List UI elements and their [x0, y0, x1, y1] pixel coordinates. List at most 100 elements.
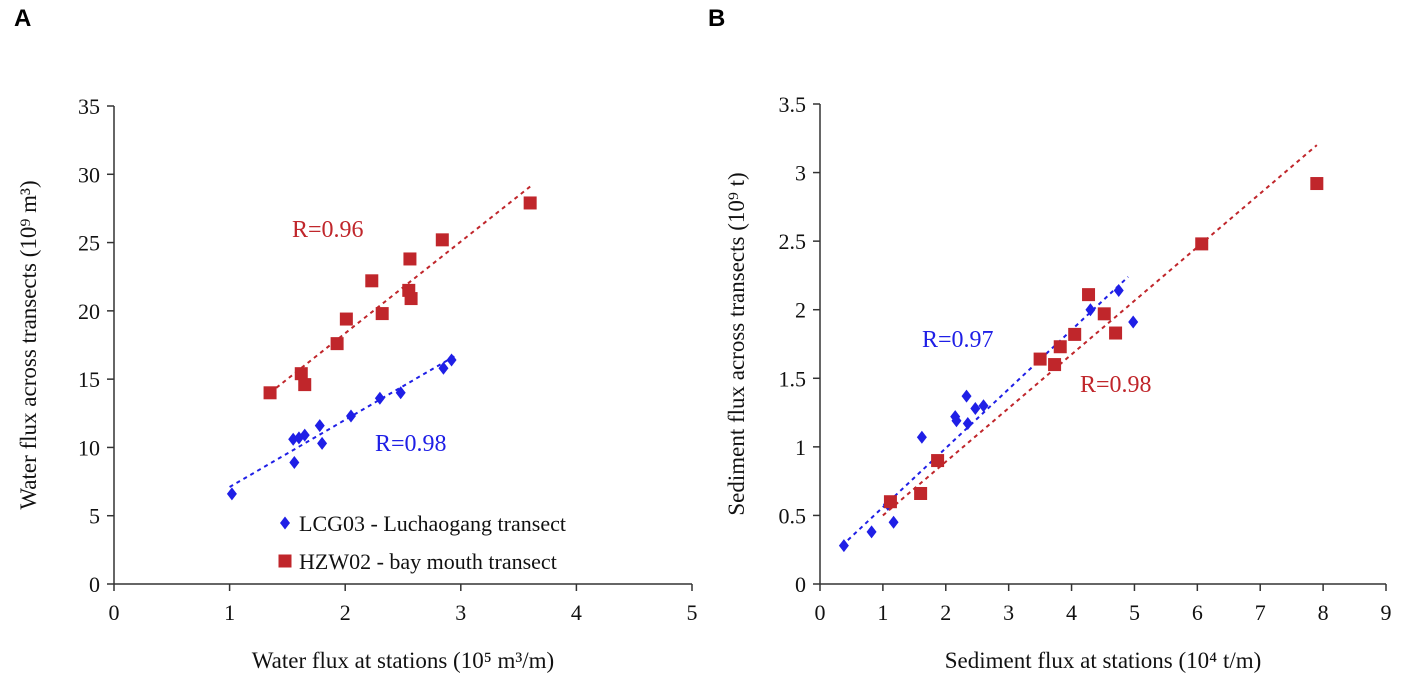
x-tick-label: 1: [224, 600, 235, 625]
data-point: [365, 274, 379, 288]
r-value-label: R=0.97: [922, 327, 994, 353]
data-point: [962, 417, 973, 431]
y-tick-label: 0: [795, 572, 806, 597]
x-tick-label: 7: [1255, 600, 1266, 625]
x-axis-label: Sediment flux at stations (10⁴ t/m): [945, 648, 1262, 673]
legend-marker-square: [278, 554, 292, 568]
trend-line: [882, 144, 1318, 517]
r-value-label: R=0.96: [292, 217, 364, 243]
data-point: [1097, 307, 1111, 321]
data-point: [263, 386, 277, 400]
data-point: [888, 515, 899, 529]
data-point: [1195, 237, 1209, 251]
data-point: [1109, 326, 1123, 340]
x-axis-label: Water flux at stations (10⁵ m³/m): [252, 648, 554, 673]
series-square: [263, 185, 537, 400]
data-point: [395, 386, 406, 400]
data-point: [435, 233, 449, 247]
data-point: [951, 414, 962, 428]
x-tick-label: 3: [455, 600, 466, 625]
x-tick-label: 9: [1381, 600, 1392, 625]
y-tick-label: 5: [89, 504, 100, 529]
data-point: [314, 419, 325, 433]
data-point: [375, 307, 389, 321]
y-tick-label: 0.5: [779, 503, 807, 528]
data-point: [961, 389, 972, 403]
panel-a: A 0 1 2 3 4 5 0 5 10 15 20 25 30 35 Water flux at stat…: [14, 5, 698, 673]
data-point: [374, 391, 385, 405]
y-tick-label: 25: [78, 231, 100, 256]
data-point: [883, 495, 897, 509]
y-axis-label: Water flux across transects (10⁹ m³): [16, 180, 41, 509]
panel-label: B: [708, 5, 725, 32]
data-point: [317, 436, 328, 450]
data-point: [1310, 177, 1324, 191]
data-point: [298, 378, 312, 392]
y-axis-label: Sediment flux across transects (10⁹ t): [724, 172, 749, 515]
data-point: [866, 525, 877, 539]
legend-marker-diamond: [280, 516, 290, 530]
legend-label: LCG03 - Luchaogang transect: [299, 511, 566, 536]
x-tick-label: 0: [109, 600, 120, 625]
y-tick-label: 30: [78, 162, 100, 187]
data-point: [299, 428, 310, 442]
trend-line: [229, 355, 456, 488]
data-point: [1053, 340, 1067, 354]
x-tick-label: 6: [1192, 600, 1203, 625]
x-tick-label: 4: [571, 600, 582, 625]
data-point: [289, 455, 300, 469]
data-point: [403, 252, 417, 266]
y-tick-label: 15: [78, 367, 100, 392]
y-tick-label: 1: [795, 435, 806, 460]
legend-label: HZW02 - bay mouth transect: [299, 549, 557, 574]
data-point: [916, 430, 927, 444]
data-point: [838, 539, 849, 553]
data-point: [404, 292, 418, 306]
data-point: [523, 196, 537, 210]
y-tick-label: 0: [89, 572, 100, 597]
data-point: [1113, 284, 1124, 298]
x-tick-label: 8: [1318, 600, 1329, 625]
series-diamond: [226, 353, 457, 501]
panel-b: B 0 1 2 3 4 5 6 7 8 9 0 0.5 1 1.5 2 2.5 3 3.5 Sediment flu…: [708, 5, 1392, 673]
y-tick-label: 10: [78, 435, 100, 460]
data-point: [1033, 352, 1047, 366]
y-tick-label: 2.5: [779, 229, 807, 254]
y-tick-label: 1.5: [779, 366, 807, 391]
x-tick-label: 2: [340, 600, 351, 625]
data-point: [931, 454, 945, 468]
y-tick-label: 3.5: [779, 92, 807, 117]
legend: LCG03 - Luchaogang transect HZW02 - bay m…: [278, 511, 566, 574]
data-point: [1048, 358, 1062, 372]
y-tick-label: 2: [795, 298, 806, 323]
data-point: [438, 361, 449, 375]
x-tick-label: 1: [877, 600, 888, 625]
r-value-label: R=0.98: [1080, 372, 1152, 398]
series-diamond: [838, 276, 1139, 553]
data-point: [1085, 303, 1096, 317]
data-point: [446, 353, 457, 367]
x-tick-label: 0: [815, 600, 826, 625]
x-tick-label: 4: [1066, 600, 1077, 625]
panel-label: A: [14, 5, 31, 32]
data-point: [914, 486, 928, 500]
data-point: [339, 312, 353, 326]
data-point: [345, 409, 356, 423]
data-point: [226, 487, 237, 501]
series-square: [882, 144, 1324, 517]
data-point: [294, 367, 308, 381]
x-tick-label: 5: [1129, 600, 1140, 625]
data-point: [1082, 288, 1096, 302]
x-tick-label: 5: [687, 600, 698, 625]
y-tick-label: 3: [795, 161, 806, 186]
y-tick-label: 35: [78, 94, 100, 119]
data-point: [978, 399, 989, 413]
data-point: [1068, 327, 1082, 341]
data-point: [1128, 315, 1139, 329]
data-point: [330, 337, 344, 351]
r-value-label: R=0.98: [375, 431, 447, 457]
data-point: [970, 401, 981, 415]
y-tick-label: 20: [78, 299, 100, 324]
x-tick-label: 3: [1003, 600, 1014, 625]
